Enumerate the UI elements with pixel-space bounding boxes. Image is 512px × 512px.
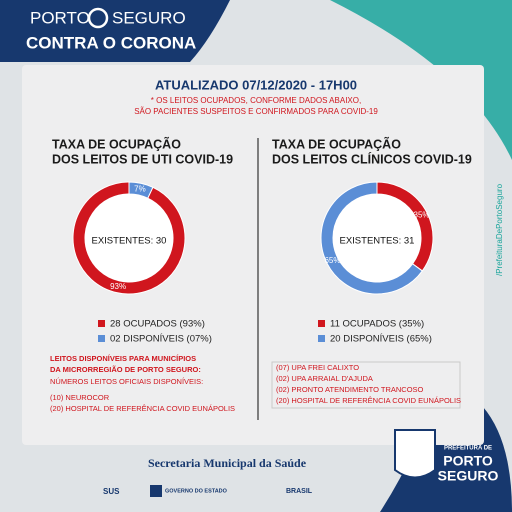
list-item: (02) PRONTO ATENDIMENTO TRANCOSO: [276, 385, 424, 394]
estado-icon: [150, 485, 162, 497]
legend-label: 20 DISPONÍVEIS (65%): [330, 334, 432, 345]
estado-logo: GOVERNO DO ESTADO: [165, 488, 228, 494]
legend-label: 11 OCUPADOS (35%): [330, 319, 424, 330]
note: * OS LEITOS OCUPADOS, CONFORME DADOS ABA…: [151, 96, 361, 105]
brasil-logo: BRASIL: [286, 488, 313, 495]
value-label: 35%: [414, 210, 430, 219]
legend-label: 02 DISPONÍVEIS (07%): [110, 334, 212, 345]
donut-segment: [72, 181, 186, 295]
logo-text: PORTO: [443, 453, 493, 469]
logo-text: PREFEITURA DE: [444, 446, 492, 452]
center-label: EXISTENTES: 31: [340, 236, 415, 247]
teal-decor: [330, 0, 512, 160]
sus-logo: SUS: [103, 487, 120, 496]
legend-swatch: [98, 335, 105, 342]
legend-swatch: [318, 335, 325, 342]
list-item: (02) UPA ARRAIAL D'AJUDA: [276, 374, 373, 383]
social-handle: /PrefeituraDePortoSeguro: [495, 183, 504, 276]
legend-label: 28 OCUPADOS (93%): [110, 319, 205, 330]
donut-segment: [320, 181, 424, 295]
list-item: (10) NEUROCOR: [50, 393, 110, 402]
virus-icon: [87, 7, 109, 29]
campaign: CONTRA O CORONA: [26, 33, 196, 52]
update: ATUALIZADO 07/12/2020 - 17H00: [155, 77, 357, 92]
list-box: [271, 361, 461, 409]
center-label: EXISTENTES: 30: [92, 236, 167, 247]
value-label: 65%: [324, 256, 340, 265]
donut-segment: [128, 181, 154, 199]
list-heading: DA MICRORREGIÃO DE PORTO SEGURO:: [50, 365, 201, 374]
list-item: (07) UPA FREI CALIXTO: [276, 363, 359, 372]
header-band: [0, 0, 230, 62]
brand: PORTO: [30, 8, 90, 27]
list-subheading: NÚMEROS LEITOS OFICIAIS DISPONÍVEIS:: [50, 377, 203, 386]
legend-swatch: [98, 320, 105, 327]
logo-text: SEGURO: [438, 468, 499, 484]
legend-swatch: [318, 320, 325, 327]
coat-of-arms: [394, 429, 436, 479]
list-item: (20) HOSPITAL DE REFERÊNCIA COVID EUNÁPO…: [276, 396, 461, 405]
note: SÃO PACIENTES SUSPEITOS E CONFIRMADOS PA…: [134, 107, 378, 116]
list-item: (20) HOSPITAL DE REFERÊNCIA COVID EUNÁPO…: [50, 404, 235, 413]
donut-hole: [85, 194, 173, 282]
chart-title: DOS LEITOS CLÍNICOS COVID-19: [272, 151, 472, 166]
panel: [22, 65, 484, 445]
donut-hole: [333, 194, 421, 282]
value-label: 93%: [110, 282, 126, 291]
brand: SEGURO: [112, 8, 186, 27]
chart-title: TAXA DE OCUPAÇÃO: [52, 136, 181, 151]
secretaria: Secretaria Municipal da Saúde: [148, 456, 307, 470]
chart-title: TAXA DE OCUPAÇÃO: [272, 136, 401, 151]
list-heading: LEITOS DISPONÍVEIS PARA MUNICÍPIOS: [50, 354, 196, 363]
chart-title: DOS LEITOS DE UTI COVID-19: [52, 152, 233, 166]
value-label: 7%: [134, 184, 146, 193]
